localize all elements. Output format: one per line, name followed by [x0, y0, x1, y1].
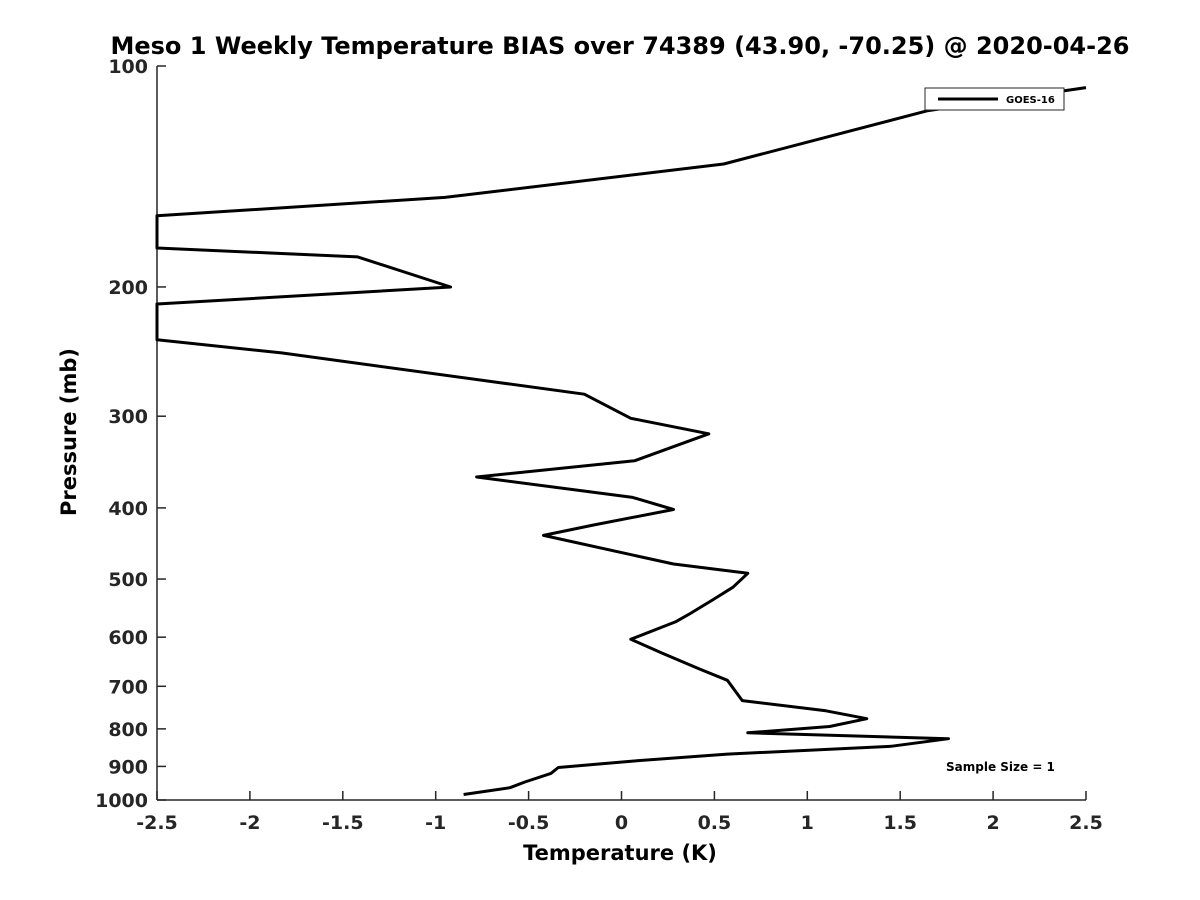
y-tick-label: 300 — [108, 406, 148, 428]
x-axis-label: Temperature (K) — [523, 841, 717, 865]
y-tick-label: 600 — [108, 627, 148, 649]
x-tick-label: -1.5 — [322, 812, 364, 834]
y-tick-label: 400 — [108, 498, 148, 520]
y-tick-label: 200 — [108, 277, 148, 299]
plot-area: -2.5 -2 -1.5 -1 -0.5 0 0.5 1 1.5 2 2.5 100 200 300 40… — [95, 56, 1103, 834]
sample-size-annotation: Sample Size = 1 — [946, 760, 1055, 774]
x-tick-label: 0.5 — [698, 812, 732, 834]
x-tick-label: 2 — [986, 812, 999, 834]
y-tick-label: 500 — [108, 569, 148, 591]
x-ticks: -2.5 -2 -1.5 -1 -0.5 0 0.5 1 1.5 2 2.5 — [136, 791, 1103, 834]
x-tick-label: -0.5 — [508, 812, 550, 834]
x-tick-label: 1 — [801, 812, 814, 834]
y-tick-label: 100 — [108, 56, 148, 78]
series-line-goes-16 — [155, 86, 1087, 796]
y-ticks: 100 200 300 400 500 600 700 800 900 1000 — [95, 56, 166, 812]
x-tick-label: 2.5 — [1069, 812, 1103, 834]
x-tick-label: -2.5 — [136, 812, 178, 834]
chart-title: Meso 1 Weekly Temperature BIAS over 7438… — [110, 32, 1129, 60]
legend-entry-goes-16: GOES-16 — [1006, 95, 1055, 106]
x-tick-label: 0 — [615, 812, 628, 834]
y-tick-label: 1000 — [95, 790, 148, 812]
y-axis-label: Pressure (mb) — [57, 348, 81, 516]
x-tick-label: -2 — [239, 812, 260, 834]
y-tick-label: 700 — [108, 676, 148, 698]
legend: GOES-16 — [924, 87, 1065, 111]
x-tick-label: -1 — [425, 812, 446, 834]
y-tick-label: 800 — [108, 719, 148, 741]
y-tick-label: 900 — [108, 756, 148, 778]
x-tick-label: 1.5 — [883, 812, 917, 834]
